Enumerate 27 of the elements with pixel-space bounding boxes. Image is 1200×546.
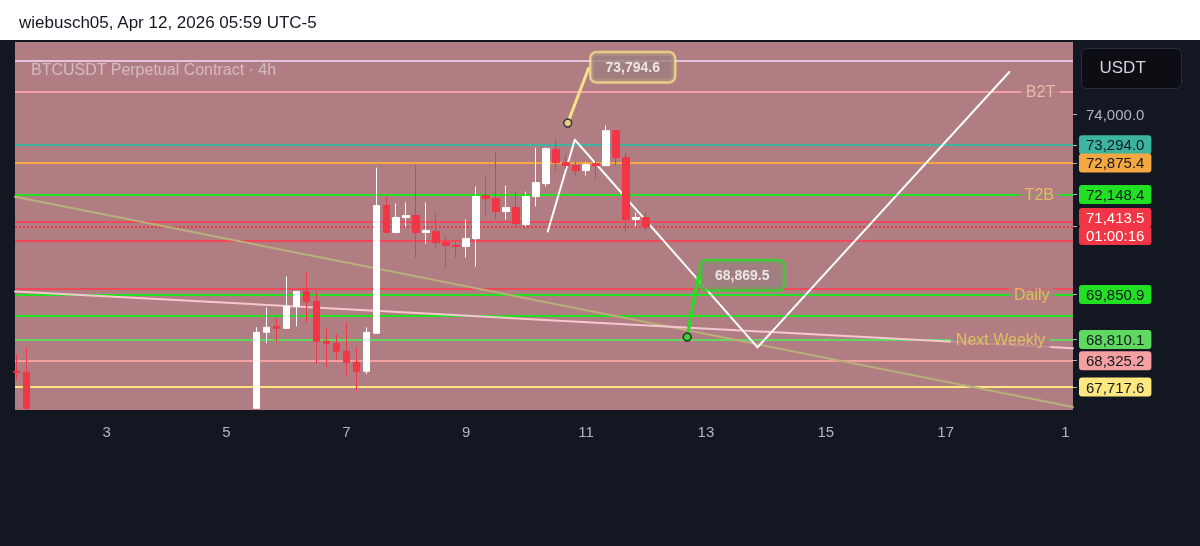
y-tick-label: 72,148.4 — [1086, 186, 1145, 204]
y-tick-label: 72,875.4 — [1086, 154, 1145, 172]
x-tick-label: 17 — [937, 423, 954, 440]
y-tick-label: 74,000.0 — [1086, 105, 1145, 123]
x-tick-label: 11 — [578, 423, 594, 440]
x-tick-label: 13 — [697, 423, 715, 440]
x-tick-label: 15 — [817, 423, 835, 440]
x-tick-label: 9 — [462, 423, 471, 440]
annotation: 68,869.5 — [714, 267, 770, 284]
text: BTCUSDT Perpetual Contract · 4h — [31, 60, 277, 78]
chart-title: wiebusch05, Apr 12, 2026 05:59 UTC-5 — [18, 13, 317, 32]
x-tick-label: 5 — [222, 423, 231, 440]
annotation: B2T — [1025, 83, 1056, 101]
text: USDT — [1099, 57, 1146, 77]
x-tick-label: 3 — [102, 423, 111, 440]
x-tick-label: 7 — [342, 423, 351, 440]
annotation: Next Weekly — [955, 331, 1046, 349]
y-tick-label: 73,294.0 — [1086, 136, 1145, 154]
y-tick-label: 69,850.9 — [1086, 285, 1145, 303]
y-tick-label: 68,325.2 — [1086, 352, 1145, 370]
annotation: 73,794.6 — [605, 59, 661, 76]
y-tick-label: 67,717.6 — [1086, 378, 1145, 396]
y-tick-label: 71,413.5 01:00:16 — [1086, 209, 1145, 244]
y-tick-label: 68,810.1 — [1086, 331, 1145, 349]
x-tick-label: 1 — [1061, 423, 1070, 440]
annotation: T2B — [1024, 186, 1054, 204]
annotation: Daily — [1014, 285, 1050, 303]
